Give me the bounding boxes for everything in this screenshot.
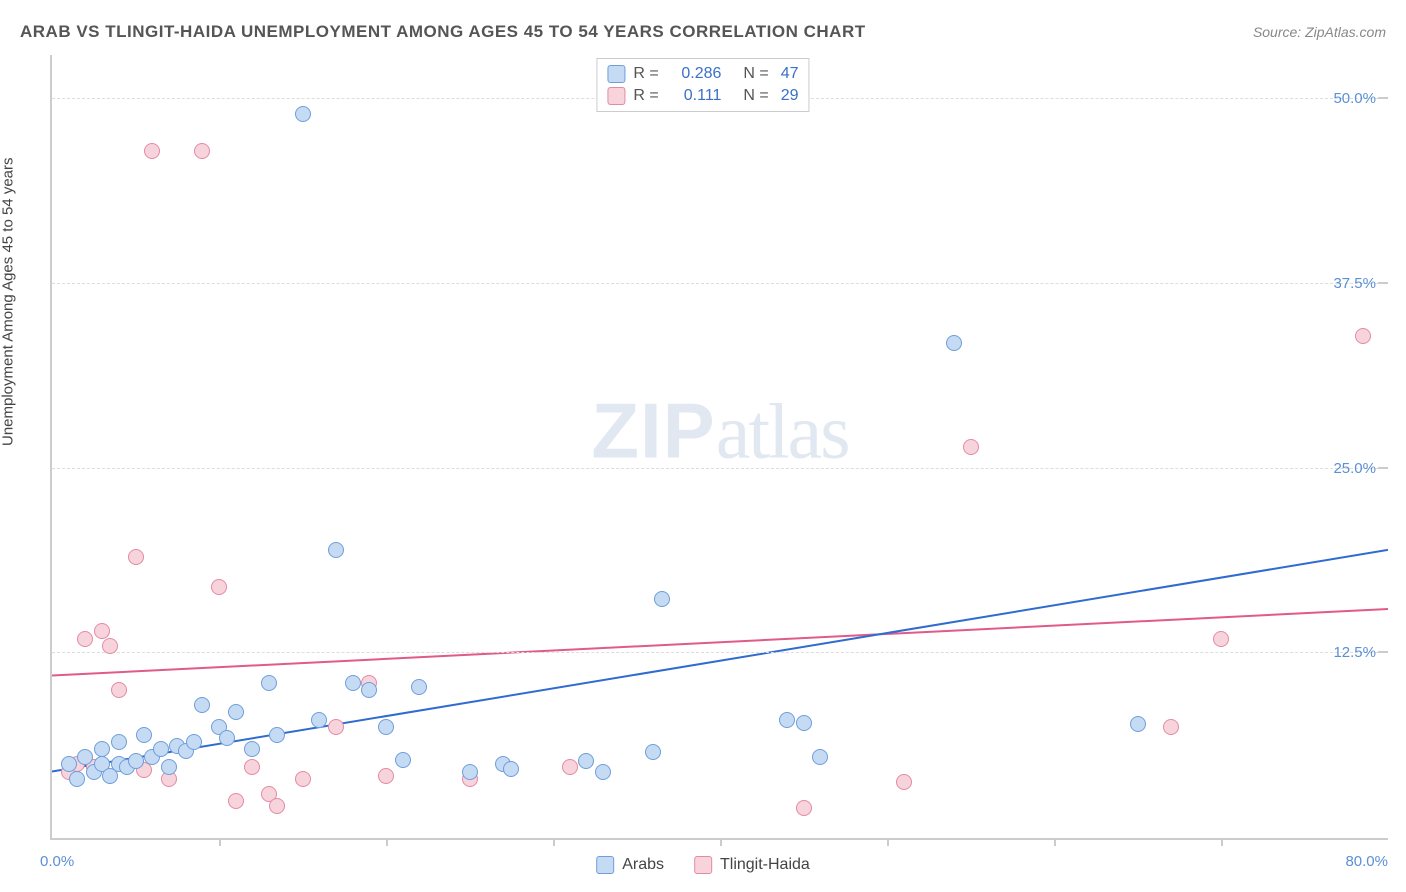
data-point	[261, 675, 277, 691]
data-point	[796, 715, 812, 731]
data-point	[946, 335, 962, 351]
data-point	[295, 771, 311, 787]
data-point	[77, 749, 93, 765]
data-point	[111, 734, 127, 750]
data-point	[896, 774, 912, 790]
scatter-chart: ZIPatlas 12.5% 25.0% 37.5% 50.0%	[50, 55, 1388, 840]
data-point	[812, 749, 828, 765]
x-tick	[1221, 838, 1223, 846]
y-tick-label: 12.5%	[1333, 644, 1376, 661]
stats-legend: R = 0.286 N = 47 R = 0.111 N = 29	[596, 58, 809, 112]
data-point	[378, 719, 394, 735]
n-value-tlingit: 29	[781, 87, 799, 105]
stats-row-arabs: R = 0.286 N = 47	[607, 63, 798, 85]
legend-item-tlingit: Tlingit-Haida	[694, 856, 810, 874]
n-label: N =	[743, 65, 768, 83]
gridline	[52, 283, 1388, 284]
x-tick	[1054, 838, 1056, 846]
data-point	[269, 727, 285, 743]
data-point	[128, 753, 144, 769]
data-point	[111, 682, 127, 698]
data-point	[136, 727, 152, 743]
data-point	[295, 106, 311, 122]
swatch-arabs	[607, 65, 625, 83]
chart-title: ARAB VS TLINGIT-HAIDA UNEMPLOYMENT AMONG…	[20, 22, 866, 42]
data-point	[779, 712, 795, 728]
data-point	[378, 768, 394, 784]
stats-row-tlingit: R = 0.111 N = 29	[607, 85, 798, 107]
r-value-tlingit: 0.111	[671, 87, 721, 105]
data-point	[128, 549, 144, 565]
y-tick-label: 37.5%	[1333, 275, 1376, 292]
data-point	[1355, 328, 1371, 344]
gridline	[52, 652, 1388, 653]
data-point	[244, 741, 260, 757]
data-point	[345, 675, 361, 691]
y-tick-label: 50.0%	[1333, 90, 1376, 107]
data-point	[328, 542, 344, 558]
n-value-arabs: 47	[781, 65, 799, 83]
watermark: ZIPatlas	[591, 385, 848, 476]
data-point	[102, 638, 118, 654]
data-point	[462, 764, 478, 780]
data-point	[1163, 719, 1179, 735]
header: ARAB VS TLINGIT-HAIDA UNEMPLOYMENT AMONG…	[20, 22, 1386, 42]
x-tick	[720, 838, 722, 846]
data-point	[211, 579, 227, 595]
data-point	[77, 631, 93, 647]
data-point	[69, 771, 85, 787]
x-tick	[887, 838, 889, 846]
data-point	[395, 752, 411, 768]
y-tick-label: 25.0%	[1333, 460, 1376, 477]
data-point	[144, 143, 160, 159]
data-point	[645, 744, 661, 760]
gridline	[52, 468, 1388, 469]
data-point	[1213, 631, 1229, 647]
data-point	[94, 741, 110, 757]
series-legend: Arabs Tlingit-Haida	[596, 856, 810, 874]
data-point	[411, 679, 427, 695]
x-tick	[553, 838, 555, 846]
data-point	[1130, 716, 1146, 732]
data-point	[796, 800, 812, 816]
data-point	[194, 697, 210, 713]
r-value-arabs: 0.286	[671, 65, 721, 83]
x-axis-max-label: 80.0%	[1345, 853, 1388, 870]
data-point	[269, 798, 285, 814]
data-point	[186, 734, 202, 750]
data-point	[153, 741, 169, 757]
trend-lines	[52, 55, 1388, 838]
data-point	[61, 756, 77, 772]
data-point	[311, 712, 327, 728]
x-tick	[386, 838, 388, 846]
data-point	[595, 764, 611, 780]
data-point	[161, 759, 177, 775]
data-point	[219, 730, 235, 746]
data-point	[562, 759, 578, 775]
swatch-tlingit	[607, 87, 625, 105]
swatch-tlingit	[694, 856, 712, 874]
data-point	[578, 753, 594, 769]
data-point	[361, 682, 377, 698]
data-point	[228, 793, 244, 809]
data-point	[328, 719, 344, 735]
r-label: R =	[633, 87, 663, 105]
legend-label-arabs: Arabs	[622, 856, 664, 874]
data-point	[228, 704, 244, 720]
legend-label-tlingit: Tlingit-Haida	[720, 856, 810, 874]
data-point	[503, 761, 519, 777]
r-label: R =	[633, 65, 663, 83]
data-point	[194, 143, 210, 159]
data-point	[244, 759, 260, 775]
y-axis-title: Unemployment Among Ages 45 to 54 years	[0, 157, 17, 446]
x-tick	[219, 838, 221, 846]
data-point	[963, 439, 979, 455]
swatch-arabs	[596, 856, 614, 874]
source-attribution: Source: ZipAtlas.com	[1253, 24, 1386, 40]
data-point	[654, 591, 670, 607]
data-point	[94, 623, 110, 639]
n-label: N =	[743, 87, 768, 105]
legend-item-arabs: Arabs	[596, 856, 664, 874]
x-axis-min-label: 0.0%	[40, 853, 74, 870]
